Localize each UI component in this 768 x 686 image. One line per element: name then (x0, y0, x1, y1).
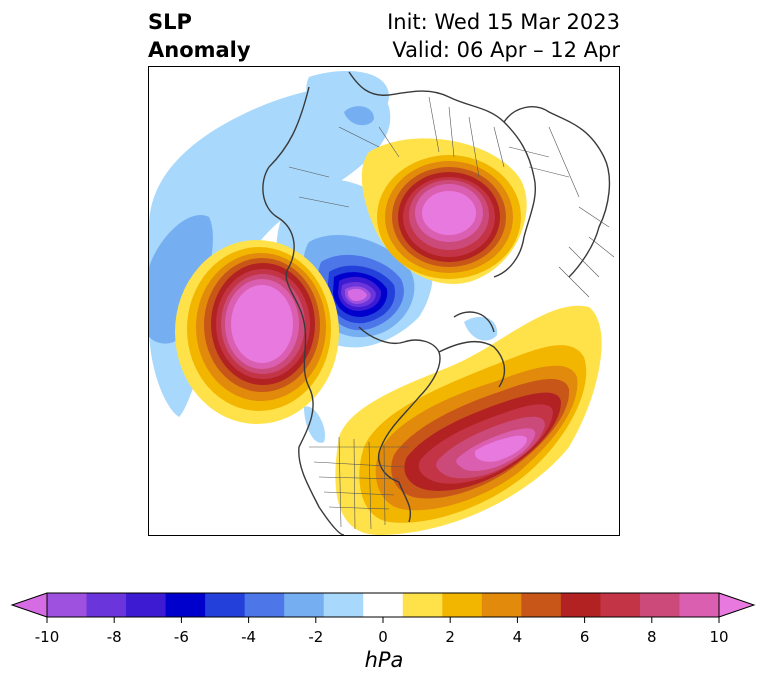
init-date: Init: Wed 15 Mar 2023 (387, 10, 620, 34)
colorbar-segment (521, 593, 562, 617)
colorbar-segment (679, 593, 720, 617)
colorbar-tick-label: -4 (241, 628, 257, 646)
colorbar-tick-label: -8 (106, 628, 122, 646)
colorbar-segment-above-max (719, 593, 754, 617)
colorbar-segment (363, 593, 404, 617)
colorbar-segment (47, 593, 88, 617)
colorbar-tick-label: 4 (512, 628, 523, 646)
negative-anomaly-siberia-core (344, 106, 374, 126)
colorbar-segment (244, 593, 285, 617)
colorbar-segment (402, 593, 443, 617)
colorbar-tick-label: 6 (579, 628, 590, 646)
colorbar-tick-label: -6 (173, 628, 189, 646)
colorbar-left-extension (10, 592, 48, 618)
negative-anomaly-region-rockies (304, 406, 325, 443)
colorbar-segment (284, 593, 325, 617)
positive-anomaly-region-eurasia (361, 138, 527, 284)
colorbar-segment-below-min (12, 593, 47, 617)
title-variable: SLP (148, 10, 192, 34)
colorbar-segment (323, 593, 364, 617)
negative-anomaly-arctic-min (348, 288, 367, 301)
slp-anomaly-map (149, 71, 615, 535)
colorbar-segment (165, 593, 206, 617)
colorbar-tick-label: 10 (709, 628, 729, 646)
colorbar-segment (639, 593, 680, 617)
title-right: Init: Wed 15 Mar 2023 Valid: 06 Apr – 12… (387, 8, 620, 64)
negative-anomaly-region-pacific-core (149, 215, 213, 344)
positive-anomaly-region-pacific (175, 240, 339, 424)
colorbar-segment (126, 593, 167, 617)
colorbar-tick-label: -10 (34, 628, 60, 646)
colorbar-tick-label: -2 (308, 628, 324, 646)
colorbar-tick-label: 0 (378, 628, 388, 646)
colorbar-segment (560, 593, 601, 617)
colorbar-unit-label: hPa (364, 648, 404, 672)
colorbar-segment (86, 593, 127, 617)
colorbar (10, 592, 756, 623)
political-borders (288, 96, 615, 530)
positive-anomaly-region-atlantic (335, 305, 602, 535)
colorbar-segment (481, 593, 522, 617)
colorbar-tick-label: 2 (445, 628, 455, 646)
title-left: SLP Anomaly (148, 8, 251, 64)
valid-range: Valid: 06 Apr – 12 Apr (392, 38, 620, 62)
negative-anomaly-region-greenland (464, 316, 498, 341)
colorbar-segment (205, 593, 246, 617)
title-variable-type: Anomaly (148, 38, 251, 62)
colorbar-segment (600, 593, 641, 617)
coastlines (262, 71, 611, 535)
map-panel (148, 66, 620, 536)
colorbar-right-extension (718, 592, 756, 618)
colorbar-segment (442, 593, 483, 617)
colorbar-tick-label: 8 (647, 628, 657, 646)
